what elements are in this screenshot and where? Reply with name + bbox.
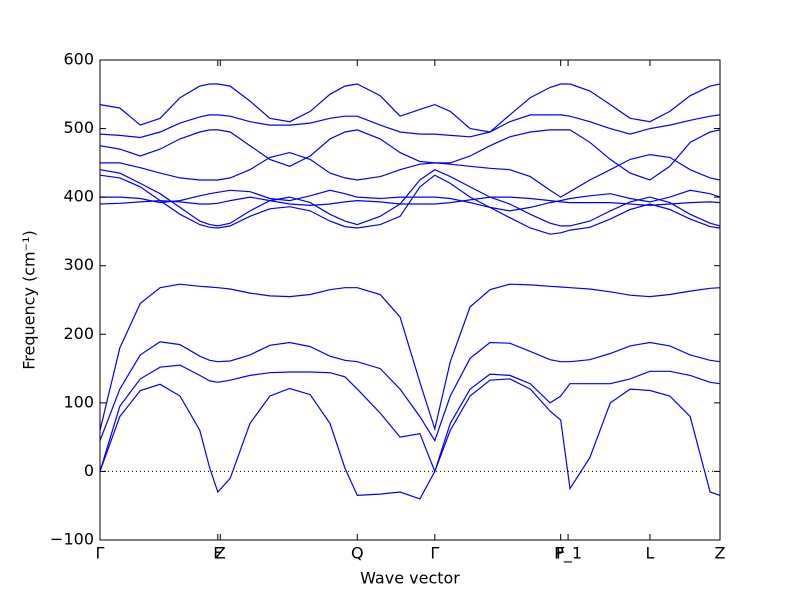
y-tick-label: 300 [63,255,94,274]
band [99,196,721,207]
x-tick-label: F [213,544,222,563]
band [99,341,721,442]
y-tick-label: 0 [84,461,94,480]
y-tick-label: 200 [63,324,94,343]
x-tick-label: Γ [430,544,439,563]
band [99,174,721,235]
x-tick-label: Γ [96,544,105,563]
y-tick-label: 400 [63,187,94,206]
y-tick-label: 100 [63,392,94,411]
band [100,151,721,198]
plot-frame [99,59,721,541]
band [99,129,721,181]
band [99,283,721,432]
band [100,189,721,212]
x-tick-label: Z [715,544,726,563]
y-tick-label: 500 [63,118,94,137]
band [99,378,721,500]
band [99,364,721,474]
y-tick-label: −100 [50,530,94,549]
x-tick-label: F [556,544,565,563]
x-tick-label: Z [215,544,226,563]
y-tick-label: 600 [63,50,94,69]
x-tick-label: Q [351,544,364,563]
band [99,83,721,133]
band [99,169,721,227]
x-tick-label: P_1 [554,544,582,564]
x-tick-label: L [645,544,654,563]
band [99,114,721,139]
y-axis-label: Frequency (cm⁻¹) [20,230,39,369]
x-axis-label: Wave vector [360,569,460,588]
